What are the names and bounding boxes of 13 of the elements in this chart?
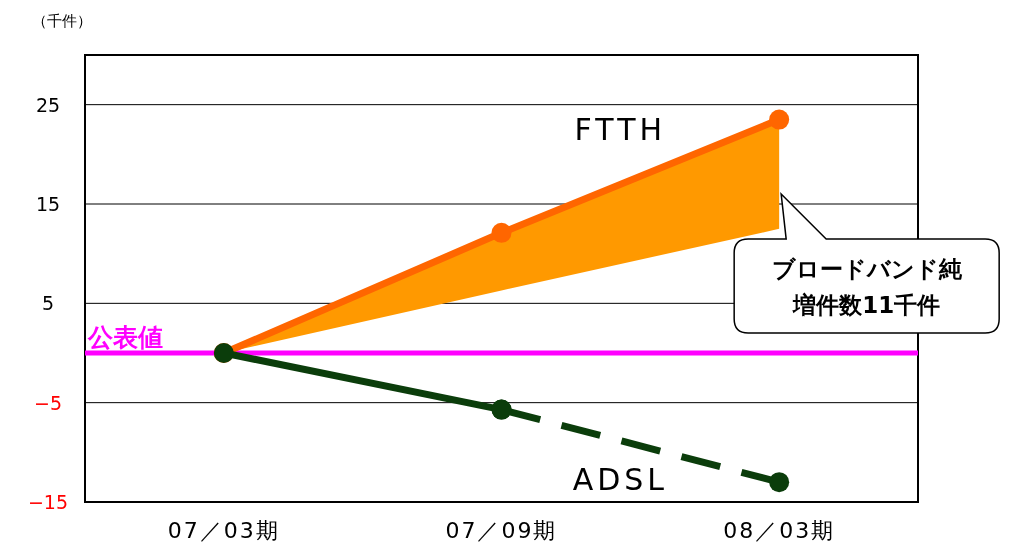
- y-tick-label: 15: [35, 193, 61, 215]
- y-tick-label: −5: [33, 391, 63, 414]
- x-tick-label: 07／03期: [167, 518, 280, 543]
- x-tick-label: 07／09期: [445, 518, 558, 543]
- annotation: ブロードバンド純増件数11千件: [771, 256, 963, 319]
- y-tick-label: −15: [27, 491, 69, 513]
- y-axis-title: （千件）: [32, 12, 92, 30]
- text: ADSL: [572, 461, 669, 497]
- series-label: FTTH: [574, 112, 667, 148]
- y-tick-label: 25: [35, 93, 61, 116]
- y-tick-label: 5: [41, 292, 55, 315]
- ref-line-label: 公表値: [87, 323, 163, 352]
- x-tick-label: 08／03期: [723, 518, 836, 543]
